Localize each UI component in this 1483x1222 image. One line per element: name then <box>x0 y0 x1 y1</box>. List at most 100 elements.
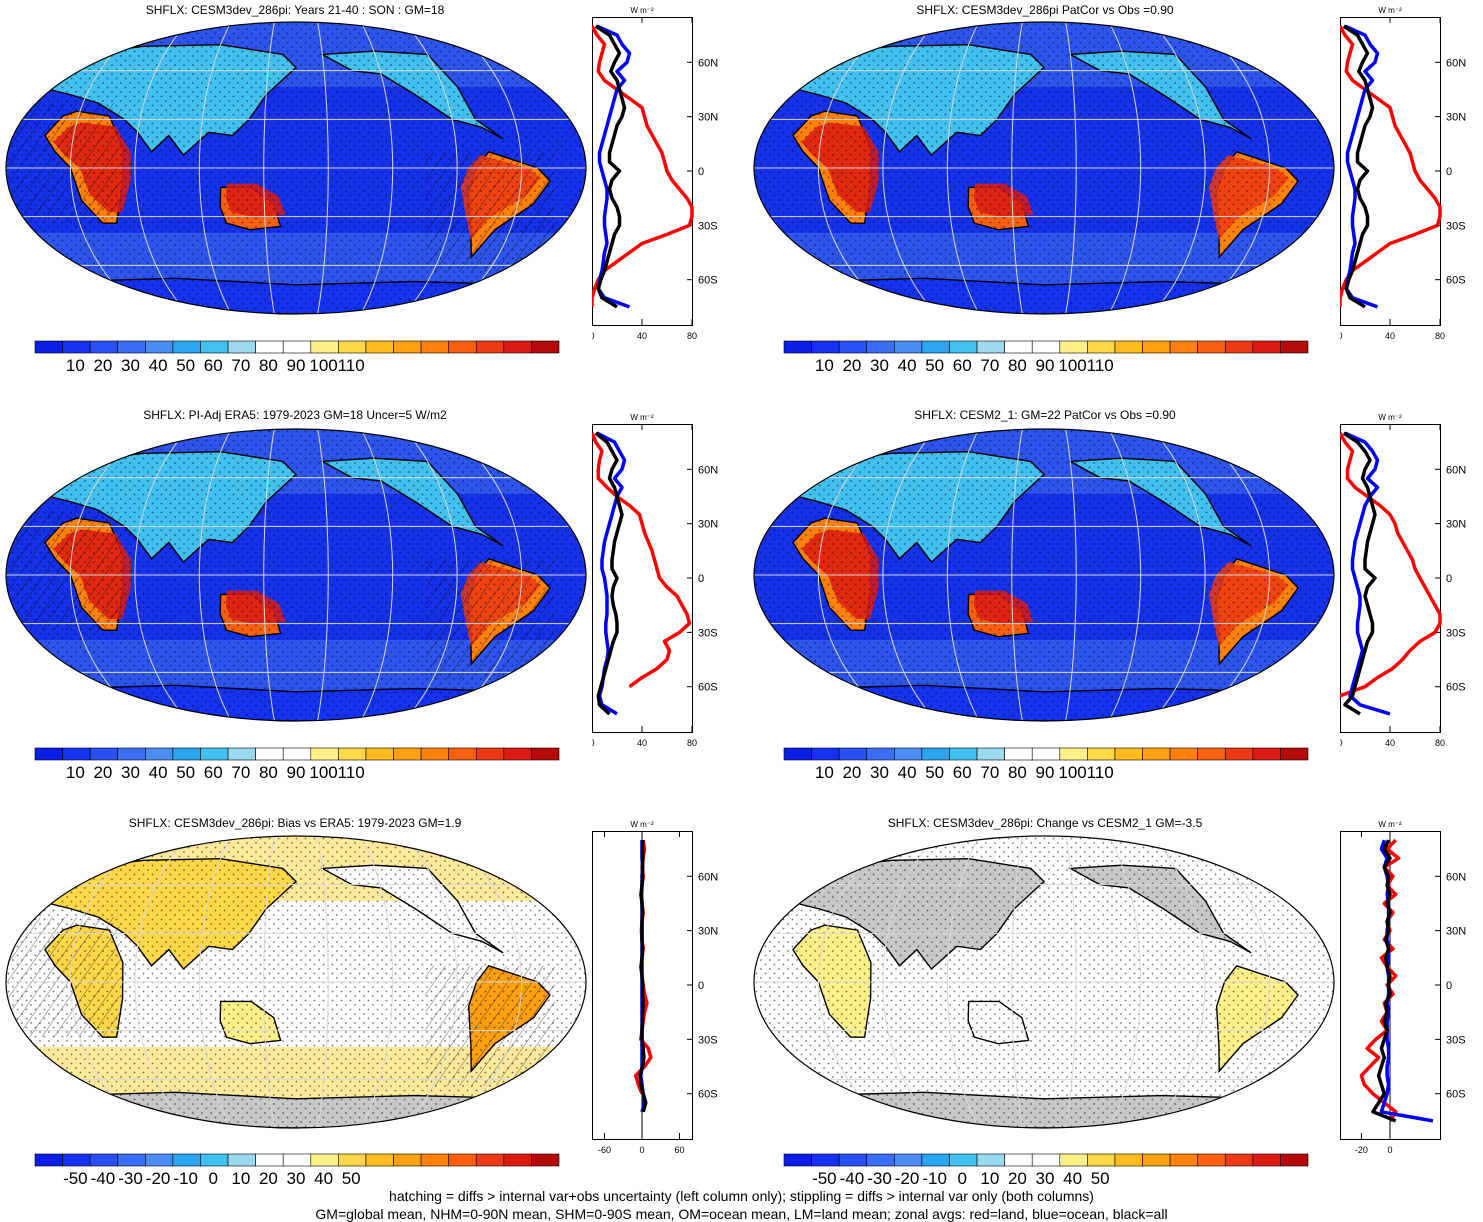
colorbar-swatch <box>1169 340 1198 354</box>
zonal-xtick-label: 80 <box>1435 331 1445 341</box>
colorbar-swatch <box>1224 1153 1254 1167</box>
colorbar-label: -20 <box>894 1169 920 1188</box>
zonal-ytick-label: 30S <box>1446 627 1466 639</box>
meridian-line <box>198 836 232 1128</box>
colorbar-label: 110 <box>1086 763 1114 782</box>
zonal-ytick-label: 60S <box>1446 275 1466 287</box>
zonal-line-ocean <box>1344 24 1380 309</box>
colorbar-swatch <box>894 1153 923 1167</box>
zonal-line-all <box>638 840 648 1113</box>
zonal-xtick-label: 80 <box>687 738 697 748</box>
zonal-line-all <box>594 24 627 309</box>
zonal-ytick-label: 0 <box>698 166 704 178</box>
meridian-line <box>882 22 937 314</box>
colorbar-swatch <box>172 1153 201 1167</box>
zonal-frame <box>1340 17 1441 326</box>
colorbar-label: 10 <box>980 1169 1000 1188</box>
colorbar-swatch <box>448 340 477 354</box>
colorbar-swatch <box>1114 1153 1143 1167</box>
zonal-ytick-label: 30N <box>698 926 718 938</box>
zonal-ytick-label: 30N <box>1446 112 1466 124</box>
colorbar-swatch <box>475 1153 505 1167</box>
meridian-line <box>69 836 146 1128</box>
colorbar-label: 100 <box>1058 356 1087 375</box>
zonal-line-land <box>1338 25 1442 307</box>
colorbar-label: 40 <box>1063 1169 1083 1188</box>
hatching <box>425 558 555 679</box>
colorbar-swatch <box>1169 747 1198 761</box>
colorbar-swatch <box>838 1153 868 1167</box>
colorbar-label: 10 <box>65 763 85 782</box>
colorbar-swatch <box>1059 340 1088 354</box>
panel-title: SHFLX: CESM3dev_286pi: Bias vs ERA5: 197… <box>128 816 462 830</box>
colorbar-swatch <box>976 1153 1005 1167</box>
colorbar-label: 30 <box>286 1169 306 1188</box>
colorbar-swatch <box>1224 747 1254 761</box>
colorbar-swatch <box>62 340 91 354</box>
meridian-line <box>882 836 937 1128</box>
zonal-xtick-label: 80 <box>1435 738 1445 748</box>
colorbar-swatch <box>811 1153 840 1167</box>
zonal-mean-panel-6: W m⁻² 60N 30N 0 30S 60S -20 0 <box>1340 817 1480 1170</box>
colorbar-swatch <box>949 1153 978 1167</box>
zonal-xtick-label: 40 <box>1385 738 1395 748</box>
map-svg <box>5 428 587 722</box>
colorbar-swatch <box>117 1153 146 1167</box>
colorbar-swatch <box>1031 747 1061 761</box>
zonal-svg: W m⁻² 60N 30N 0 30S 60S -60 0 60 <box>592 820 718 1155</box>
zonal-unit-label: W m⁻² <box>630 820 654 829</box>
colorbar-swatch <box>531 747 560 761</box>
zonal-line-all <box>1342 24 1375 309</box>
zonal-xtick-label: 0 <box>592 738 595 748</box>
map-border <box>753 835 1335 1129</box>
meridian-line <box>1065 836 1077 1128</box>
zonal-ytick-label: 0 <box>1446 166 1452 178</box>
colorbar-swatch <box>62 1153 91 1167</box>
zonal-line-ocean <box>1344 431 1391 716</box>
zonal-mean-panel-2: W m⁻² 60N 30N 0 30S 60S 0 40 80 <box>1337 3 1480 356</box>
zonal-ytick-label: 60N <box>698 464 718 476</box>
colorbar-swatch <box>921 340 950 354</box>
colorbar-label: 20 <box>93 356 113 375</box>
meridian-line <box>1108 836 1142 1128</box>
colorbar-swatch <box>145 340 174 354</box>
meridian-line <box>360 22 394 314</box>
colorbar-swatch <box>1114 747 1143 761</box>
colorbar-label: -50 <box>812 1169 837 1188</box>
zonal-xtick-label: 0 <box>1340 331 1343 341</box>
meridian-line <box>69 429 146 721</box>
colorbar-swatch <box>89 747 119 761</box>
zonal-svg: W m⁻² 60N 30N 0 30S 60S -20 0 <box>1340 820 1466 1155</box>
meridian-line <box>317 429 329 721</box>
zonal-ytick-label: 30N <box>1446 519 1466 531</box>
zonal-xtick-label: -60 <box>598 1145 611 1155</box>
colorbar-label: 100 <box>309 356 338 375</box>
colorbar-label: 40 <box>314 1169 334 1188</box>
colorbar-swatch <box>1169 1153 1198 1167</box>
colorbar-swatch <box>282 747 312 761</box>
colorbar-swatch <box>976 340 1005 354</box>
colorbar-swatch <box>1280 1153 1309 1167</box>
zonal-xtick-label: -20 <box>1355 1145 1368 1155</box>
colorbar-swatch <box>310 747 339 761</box>
colorbar-swatch <box>1031 340 1061 354</box>
meridian-line <box>198 22 232 314</box>
colorbar-label: 30 <box>121 763 140 782</box>
colorbar-swatch <box>420 340 449 354</box>
zonal-line-land <box>590 432 692 689</box>
zonal-line-land <box>590 25 694 307</box>
zonal-unit-label: W m⁻² <box>1378 6 1402 15</box>
colorbar-label: 80 <box>1007 356 1027 375</box>
zonal-ytick-label: 30S <box>698 627 718 639</box>
colorbar-swatch <box>949 747 978 761</box>
zonal-ytick-label: 60S <box>1446 1089 1466 1101</box>
meridian-line <box>1194 429 1271 721</box>
colorbar-label: 90 <box>1035 356 1055 375</box>
meridian-line <box>134 429 189 721</box>
meridian-line <box>946 22 980 314</box>
colorbar-swatch <box>227 1153 256 1167</box>
colorbar-label: -40 <box>90 1169 116 1188</box>
colorbar-label: 70 <box>980 356 1000 375</box>
zonal-svg: W m⁻² 60N 30N 0 30S 60S 0 40 80 <box>589 6 718 341</box>
meridian-line <box>134 836 189 1128</box>
